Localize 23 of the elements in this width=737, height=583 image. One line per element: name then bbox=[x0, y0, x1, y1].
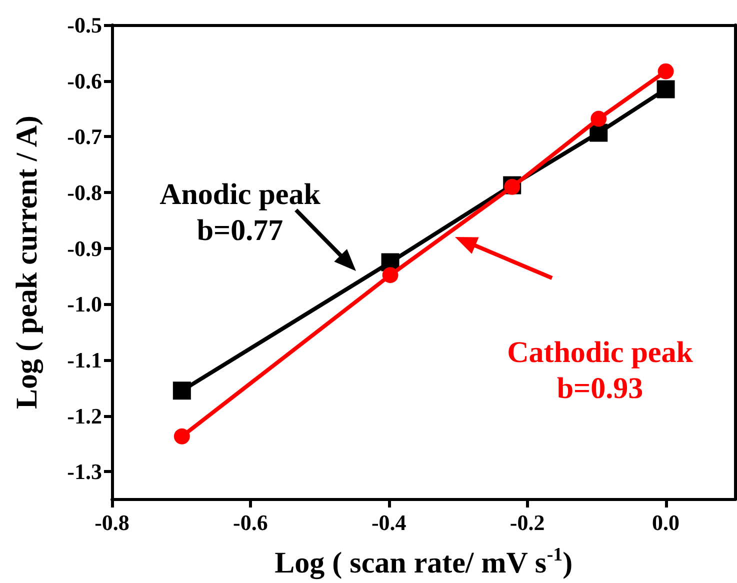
y-tick-label: -0.9 bbox=[67, 236, 102, 261]
point bbox=[658, 63, 674, 80]
y-tick-label: -1.1 bbox=[67, 347, 102, 372]
point bbox=[656, 80, 675, 98]
annotation: Anodic peak b=0.77 bbox=[160, 178, 321, 247]
annotation: Cathodic peak b=0.93 bbox=[507, 336, 694, 405]
y-tick-label: -0.6 bbox=[67, 68, 102, 94]
y-tick-label: -1.2 bbox=[67, 403, 102, 428]
y-tick-label: -1.0 bbox=[67, 292, 102, 317]
point bbox=[382, 267, 398, 284]
x-tick-label: -0.8 bbox=[94, 510, 130, 535]
y-tick-label: -0.5 bbox=[67, 12, 102, 38]
x-tick-label: -0.4 bbox=[371, 510, 406, 535]
y-tick-label: -0.7 bbox=[67, 124, 102, 150]
x-tick-label: -0.2 bbox=[510, 510, 545, 535]
point bbox=[174, 428, 190, 444]
point bbox=[590, 110, 607, 127]
y-axis-title: Log ( peak current / A) bbox=[10, 115, 44, 410]
x-tick-label: -0.6 bbox=[233, 510, 268, 535]
y-tick-label: -1.3 bbox=[67, 459, 102, 484]
point bbox=[172, 382, 191, 400]
x-tick-label: 0.0 bbox=[652, 510, 680, 535]
y-tick-label: -0.8 bbox=[67, 180, 102, 205]
